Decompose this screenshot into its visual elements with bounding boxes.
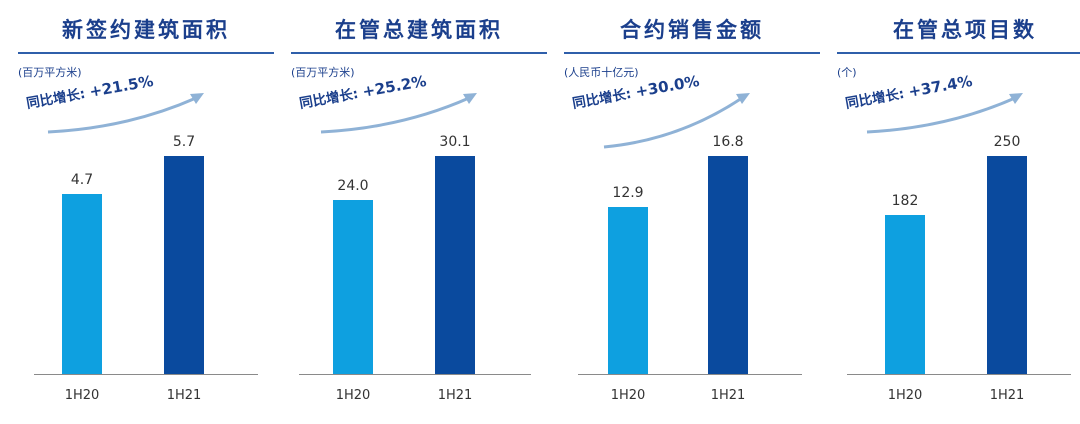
bar-1h21 — [164, 156, 204, 374]
x-axis-line — [847, 374, 1071, 375]
unit-label: (个) — [837, 66, 857, 79]
bar-1h21 — [708, 156, 748, 374]
category-label-1h21: 1H21 — [437, 388, 473, 403]
chart-panel-projects-under-management: 在管总项目数 (个) 同比增长: +37.4% 182 250 1H20 1H2… — [837, 0, 1080, 424]
growth-arrow-icon — [47, 93, 204, 134]
bar-value-label-1h20: 182 — [891, 193, 919, 210]
category-label-1h21: 1H21 — [989, 388, 1025, 403]
bar-1h21 — [435, 156, 475, 374]
category-label-1h20: 1H20 — [610, 388, 646, 403]
unit-label: (百万平方米) — [18, 66, 82, 79]
bar-value-label-1h20: 4.7 — [70, 172, 94, 189]
x-axis-line — [34, 374, 258, 375]
chart-panel-gfa-under-management: 在管总建筑面积 (百万平方米) 同比增长: +25.2% 24.0 30.1 1… — [291, 0, 547, 424]
growth-arrow-icon — [320, 93, 477, 134]
panel-title: 在管总建筑面积 — [335, 17, 503, 42]
category-label-1h20: 1H20 — [64, 388, 100, 403]
category-label-1h20: 1H20 — [887, 388, 923, 403]
bar-value-label-1h21: 16.8 — [712, 134, 744, 150]
x-axis-line — [299, 374, 531, 375]
bar-value-label-1h21: 250 — [993, 134, 1021, 150]
bar-1h20 — [608, 206, 648, 374]
bar-1h20 — [333, 200, 373, 374]
chart-panel-contracted-sales: 合约销售金额 (人民币十亿元) 同比增长: +30.0% 12.9 16.8 1… — [564, 0, 820, 424]
bar-value-label-1h21: 30.1 — [439, 134, 471, 150]
growth-arrow-icon — [866, 93, 1023, 134]
category-label-1h21: 1H21 — [710, 388, 746, 403]
panel-title: 合约销售金额 — [620, 17, 764, 42]
bar-value-label-1h21: 5.7 — [172, 134, 196, 150]
bar-1h20 — [885, 215, 925, 374]
bar-value-label-1h20: 12.9 — [612, 184, 644, 201]
title-underline — [837, 52, 1080, 54]
title-underline — [291, 52, 547, 54]
bar-1h20 — [62, 194, 102, 374]
chart-panel-new-contracted-gfa: 新签约建筑面积 (百万平方米) 同比增长: +21.5% 4.7 5.7 1H2… — [18, 0, 274, 424]
x-axis-line — [578, 374, 802, 375]
category-label-1h20: 1H20 — [335, 388, 371, 403]
panel-title: 在管总项目数 — [893, 17, 1037, 42]
title-underline — [564, 52, 820, 54]
title-underline — [18, 52, 274, 54]
growth-arrow-icon — [603, 93, 750, 149]
category-label-1h21: 1H21 — [166, 388, 202, 403]
bar-1h21 — [987, 156, 1027, 374]
unit-label: (百万平方米) — [291, 66, 355, 79]
panel-title: 新签约建筑面积 — [62, 17, 230, 42]
bar-value-label-1h20: 24.0 — [337, 178, 369, 195]
unit-label: (人民币十亿元) — [564, 66, 639, 79]
